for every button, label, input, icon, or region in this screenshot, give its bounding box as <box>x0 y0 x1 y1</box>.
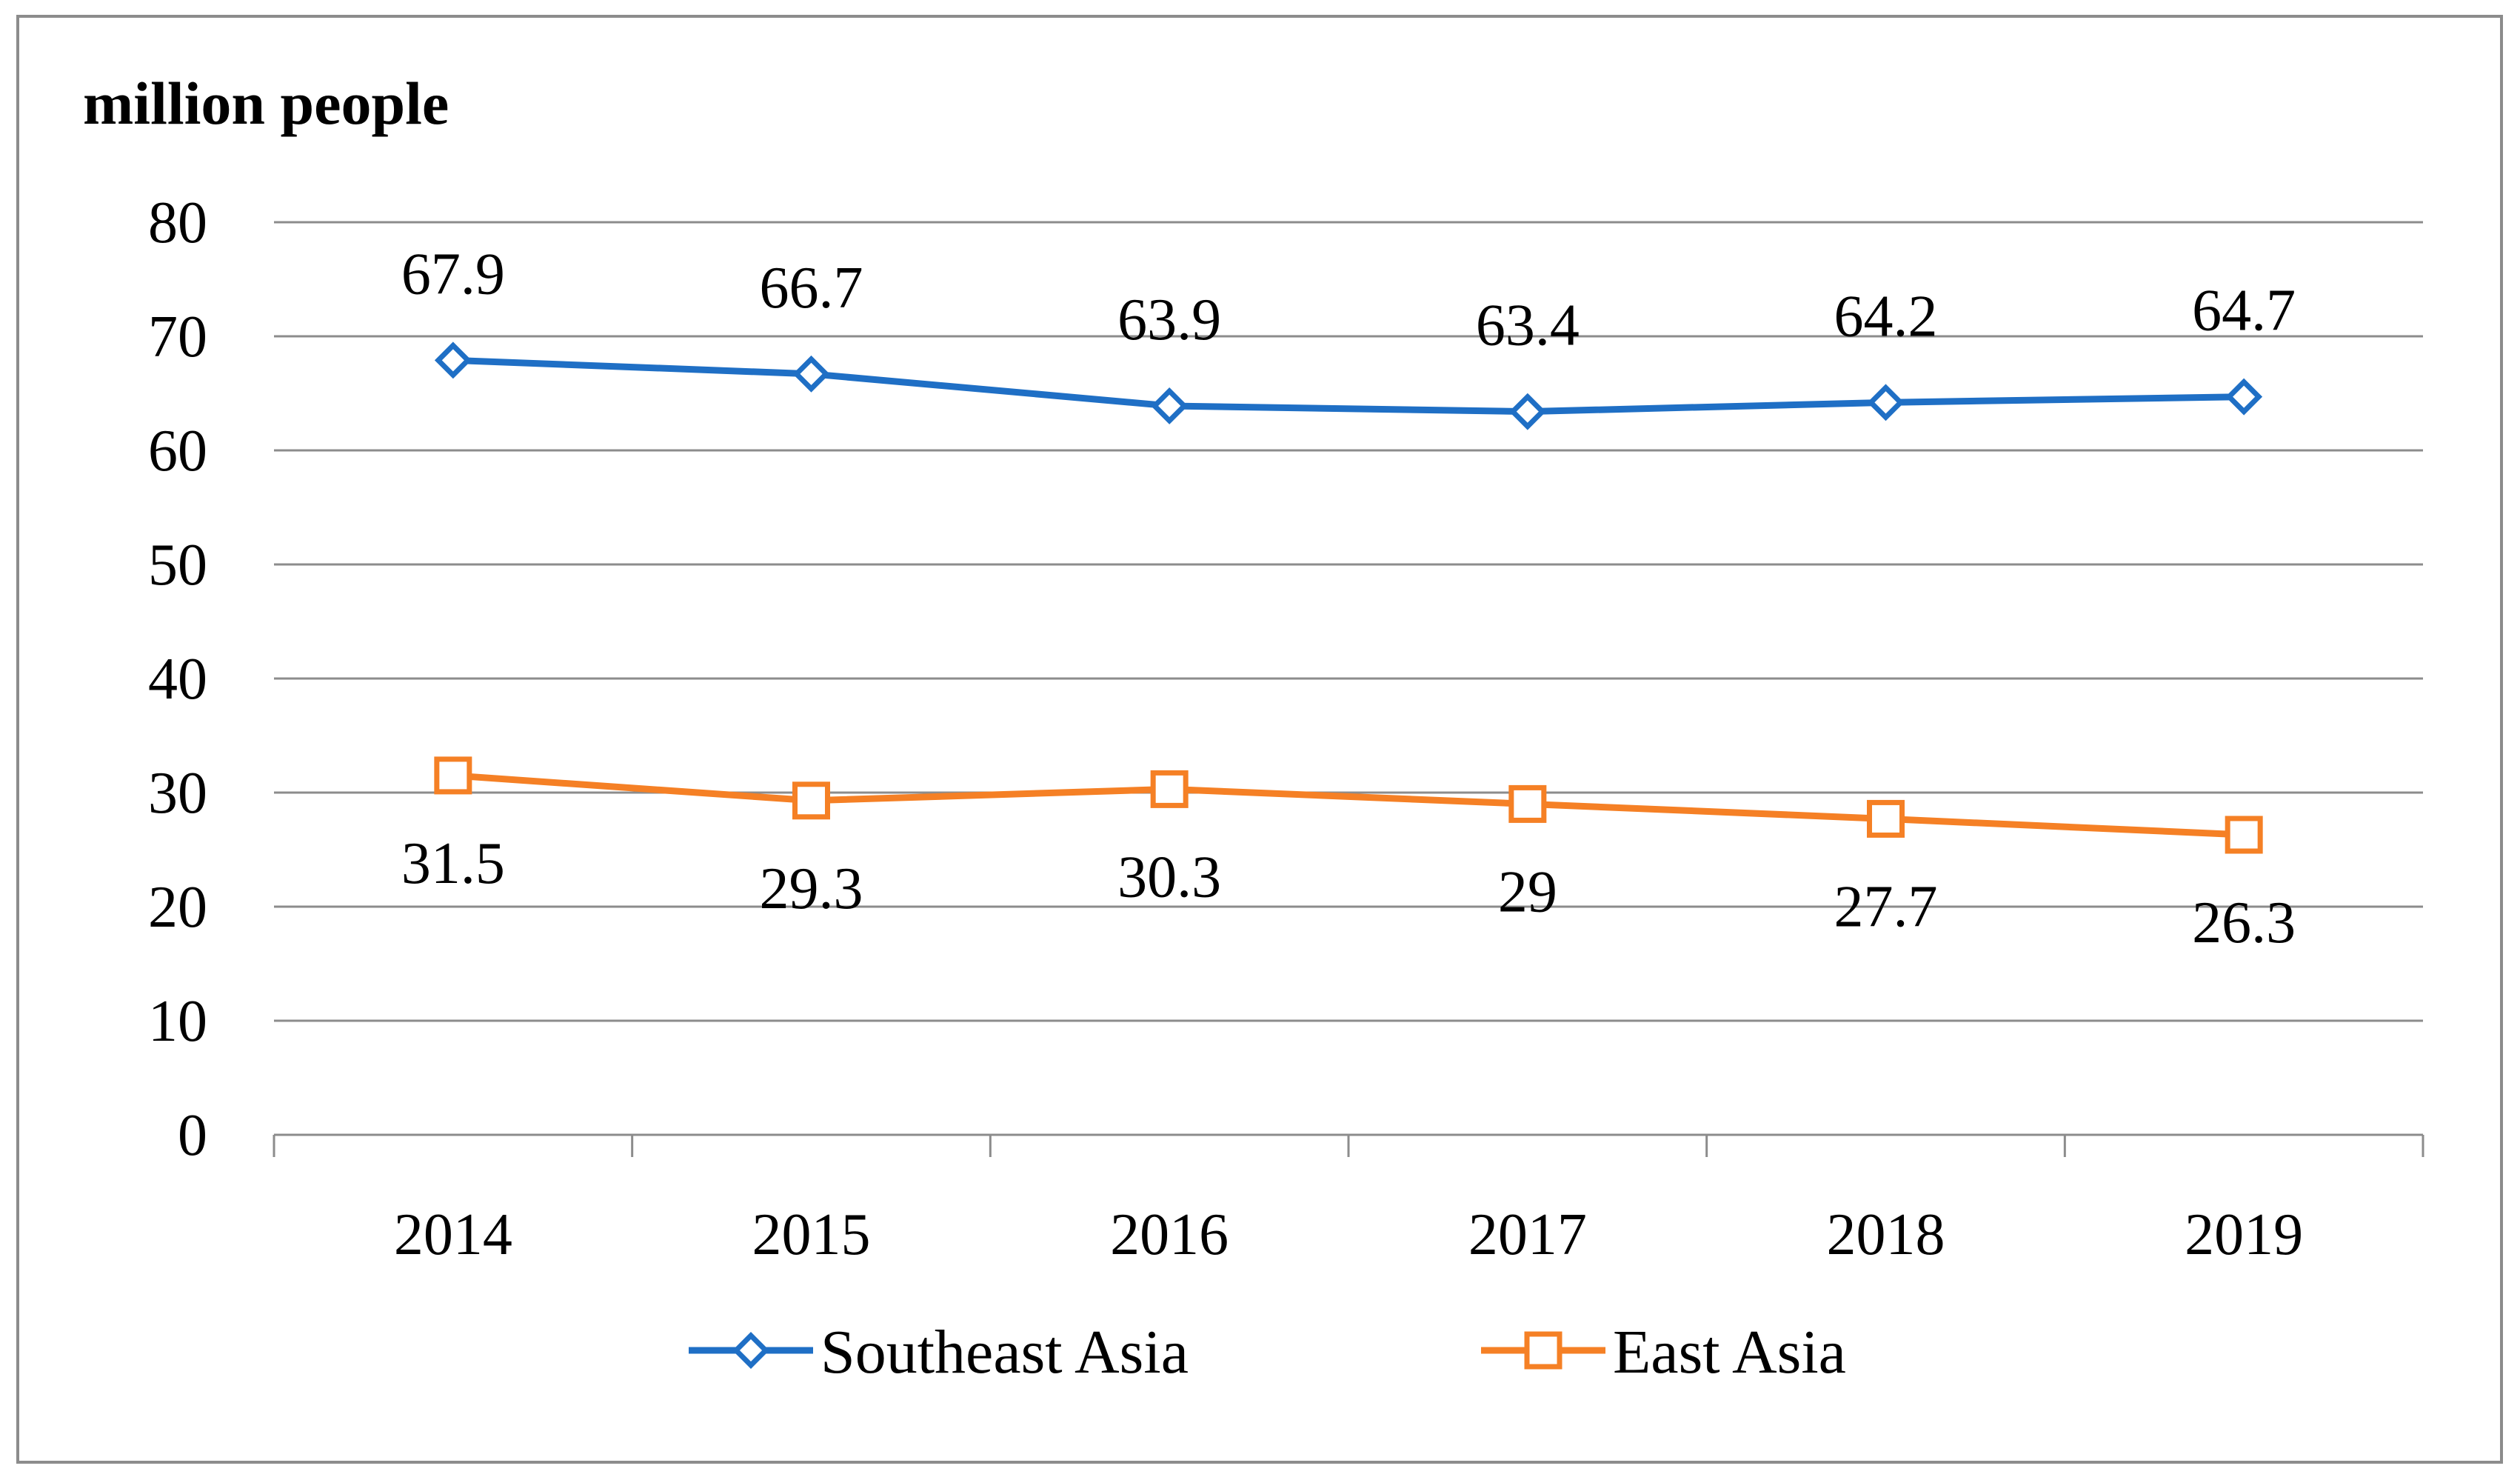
y-tick-label: 30 <box>148 761 207 826</box>
y-tick-labels: 0 10 20 30 40 50 60 70 80 <box>148 190 207 1168</box>
gridlines <box>274 221 2423 1022</box>
data-label: 27.7 <box>1834 874 1938 939</box>
data-label: 66.7 <box>760 256 863 321</box>
y-tick-label: 50 <box>148 533 207 598</box>
y-tick-label: 60 <box>148 419 207 484</box>
data-point-marker <box>1508 393 1546 430</box>
data-label: 30.3 <box>1117 844 1221 910</box>
x-tick-label: 2017 <box>1468 1202 1587 1267</box>
x-tick-label: 2014 <box>394 1202 512 1267</box>
legend-label: Southeast Asia <box>820 1318 1189 1387</box>
data-label: 29 <box>1498 859 1557 924</box>
data-label: 64.2 <box>1834 284 1938 349</box>
data-label: 64.7 <box>2192 279 2296 344</box>
data-label: 29.3 <box>760 856 863 921</box>
y-tick-label: 40 <box>148 647 207 712</box>
y-tick-label: 20 <box>148 875 207 940</box>
data-point-marker <box>2225 816 2263 854</box>
data-point-marker <box>792 781 830 820</box>
y-tick-label: 70 <box>148 304 207 370</box>
data-labels: 67.9 66.7 63.9 63.4 64.2 64.7 31.5 29.3 30.3 29 27… <box>401 241 2296 956</box>
data-point-marker <box>792 355 830 393</box>
y-tick-label: 0 <box>178 1103 207 1168</box>
x-tick-label: 2016 <box>1110 1202 1229 1267</box>
data-label: 26.3 <box>2192 890 2296 956</box>
data-point-marker <box>434 756 472 795</box>
x-tick-label: 2018 <box>1827 1202 1945 1267</box>
data-label: 31.5 <box>401 831 505 896</box>
y-tick-label: 10 <box>148 989 207 1054</box>
data-point-marker <box>1150 770 1189 808</box>
data-label: 63.9 <box>1117 287 1221 353</box>
legend-label: East Asia <box>1613 1318 1846 1387</box>
data-label: 63.4 <box>1476 293 1580 359</box>
legend: Southeast Asia East Asia <box>689 1318 1846 1387</box>
x-tick-label: 2015 <box>752 1202 871 1267</box>
series-line-square <box>452 772 2245 839</box>
data-point-marker <box>1867 384 1905 421</box>
x-tick-labels: 2014 2015 2016 2017 2018 2019 <box>394 1202 2303 1267</box>
data-point-marker <box>1508 784 1547 823</box>
data-point-marker <box>434 341 472 379</box>
y-tick-label: 80 <box>148 190 207 256</box>
series-line-diamond <box>452 356 2245 416</box>
chart-border <box>16 15 2503 1464</box>
y-axis-title: million people <box>83 70 449 137</box>
data-point-marker <box>1151 387 1189 424</box>
x-tick-label: 2019 <box>2185 1202 2303 1267</box>
data-point-marker <box>1867 799 1905 838</box>
data-point-marker <box>2225 378 2263 416</box>
series-group <box>434 341 2263 854</box>
legend-swatch-marker <box>1524 1331 1563 1370</box>
legend-swatch-marker <box>732 1332 769 1369</box>
x-axis <box>273 1133 2424 1157</box>
data-label: 67.9 <box>401 241 505 307</box>
